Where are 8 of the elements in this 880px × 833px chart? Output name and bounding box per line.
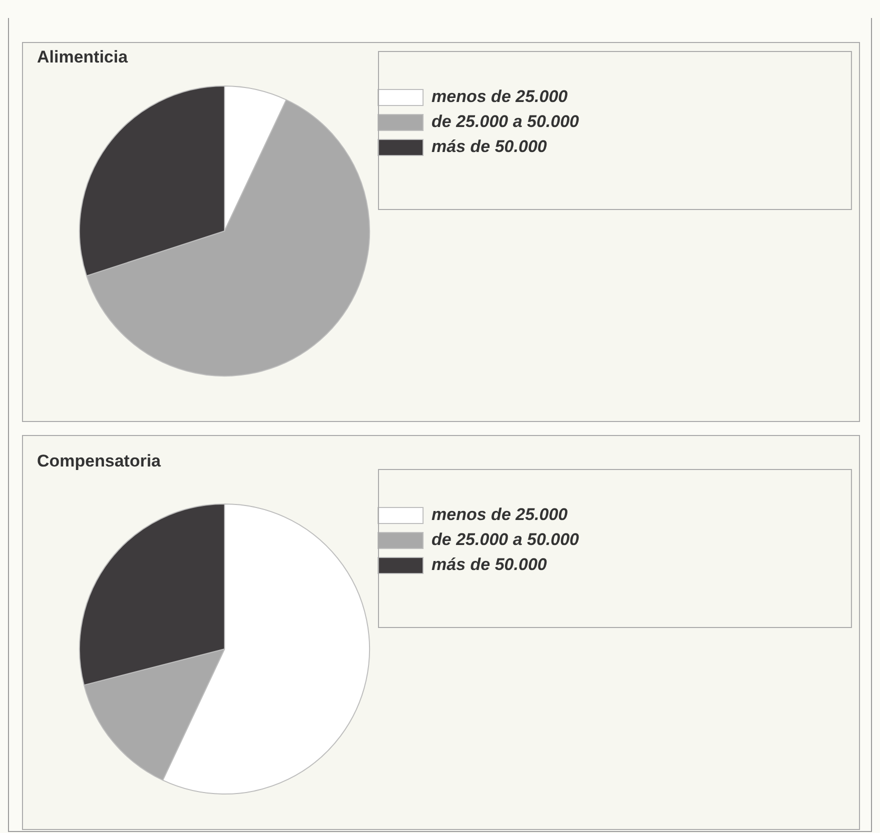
legend-label: de 25.000 a 50.000 bbox=[432, 112, 580, 132]
chart-title: Compensatoria bbox=[37, 452, 162, 471]
chart-title: Alimenticia bbox=[37, 48, 128, 67]
legend-label: más de 50.000 bbox=[432, 137, 548, 156]
legend-label: menos de 25.000 bbox=[432, 87, 568, 106]
legend-label: menos de 25.000 bbox=[432, 505, 568, 524]
legend-label: más de 50.000 bbox=[432, 555, 548, 574]
legend-label: de 25.000 a 50.000 bbox=[432, 530, 580, 550]
